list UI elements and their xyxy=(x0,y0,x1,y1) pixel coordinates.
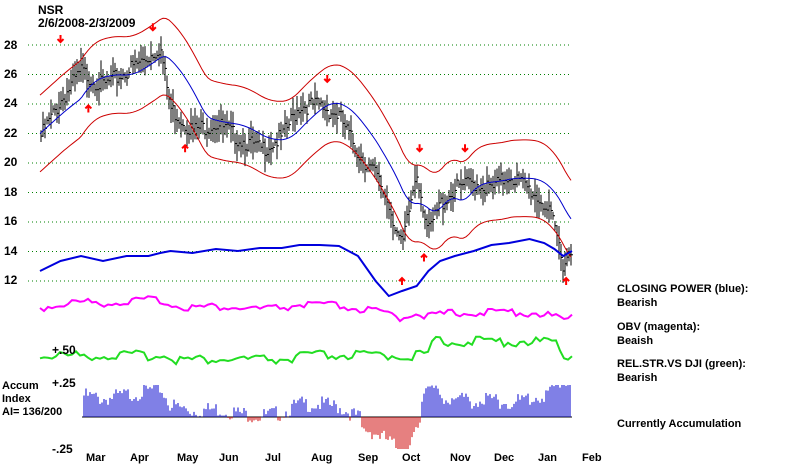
chart-subtitle: 2/6/2008-2/3/2009 xyxy=(38,16,136,30)
sell-signal-arrow xyxy=(149,23,157,32)
buy-signal-arrow xyxy=(398,276,406,286)
y-tick-label: 14 xyxy=(4,244,18,258)
chart-title: NSR xyxy=(38,3,64,17)
x-tick-label: Sep xyxy=(358,452,379,464)
closing-power-line xyxy=(39,237,573,298)
accum-header-line: Accum xyxy=(2,380,39,392)
accumulation-status: Currently Accumulation xyxy=(617,418,742,430)
x-tick-label: Mar xyxy=(86,452,106,464)
y-tick-label: 24 xyxy=(4,96,18,110)
buy-signal-arrow xyxy=(420,253,428,262)
sell-signal-arrow xyxy=(56,35,65,44)
legend-closing-power: CLOSING POWER (blue): xyxy=(617,283,749,295)
legend-rel-str: REL.STR.VS DJI (green): xyxy=(617,358,746,370)
upper-band-line xyxy=(39,17,572,181)
accum-header-line: Index xyxy=(2,393,31,405)
obv-line xyxy=(39,295,573,323)
moving-average-line xyxy=(39,56,572,220)
lower-band-line xyxy=(39,94,572,258)
legend-closing-power-status: Bearish xyxy=(617,297,658,309)
x-tick-label: Nov xyxy=(450,452,471,464)
rel-str-line xyxy=(39,335,573,366)
y-tick-label: 18 xyxy=(4,185,18,199)
y-tick-label: 28 xyxy=(4,38,18,52)
x-tick-label: Dec xyxy=(494,452,515,464)
x-tick-label: Aug xyxy=(311,452,333,464)
buy-signal-arrow xyxy=(181,143,189,153)
y-tick-label: 22 xyxy=(4,126,18,140)
sell-signal-arrow xyxy=(461,144,469,153)
x-tick-label: Feb xyxy=(582,452,602,464)
x-tick-label: Jun xyxy=(219,452,239,464)
x-tick-label: May xyxy=(177,452,199,464)
y-tick-label: 26 xyxy=(4,67,18,81)
x-tick-label: Jan xyxy=(538,452,557,464)
accum-header-line: AI= 136/200 xyxy=(2,406,63,418)
x-tick-label: Oct xyxy=(402,452,421,464)
sell-signal-arrow xyxy=(415,144,424,153)
accum-tick-label: -.25 xyxy=(52,442,73,456)
x-tick-label: Jul xyxy=(265,452,281,464)
legend-obv: OBV (magenta): xyxy=(617,321,701,333)
accum-tick-label: +.25 xyxy=(52,376,76,390)
sell-signal-arrow xyxy=(323,74,331,84)
y-tick-label: 20 xyxy=(4,155,18,169)
legend-rel-str-status: Bearish xyxy=(617,372,658,384)
y-tick-label: 12 xyxy=(4,273,18,287)
buy-signal-arrow xyxy=(84,104,93,113)
rel-str-tick-label: +.50 xyxy=(52,343,76,357)
y-tick-label: 16 xyxy=(4,214,18,228)
x-tick-label: Apr xyxy=(130,452,149,464)
buy-signal-arrow xyxy=(562,276,570,286)
legend-obv-status: Beaish xyxy=(617,335,654,347)
